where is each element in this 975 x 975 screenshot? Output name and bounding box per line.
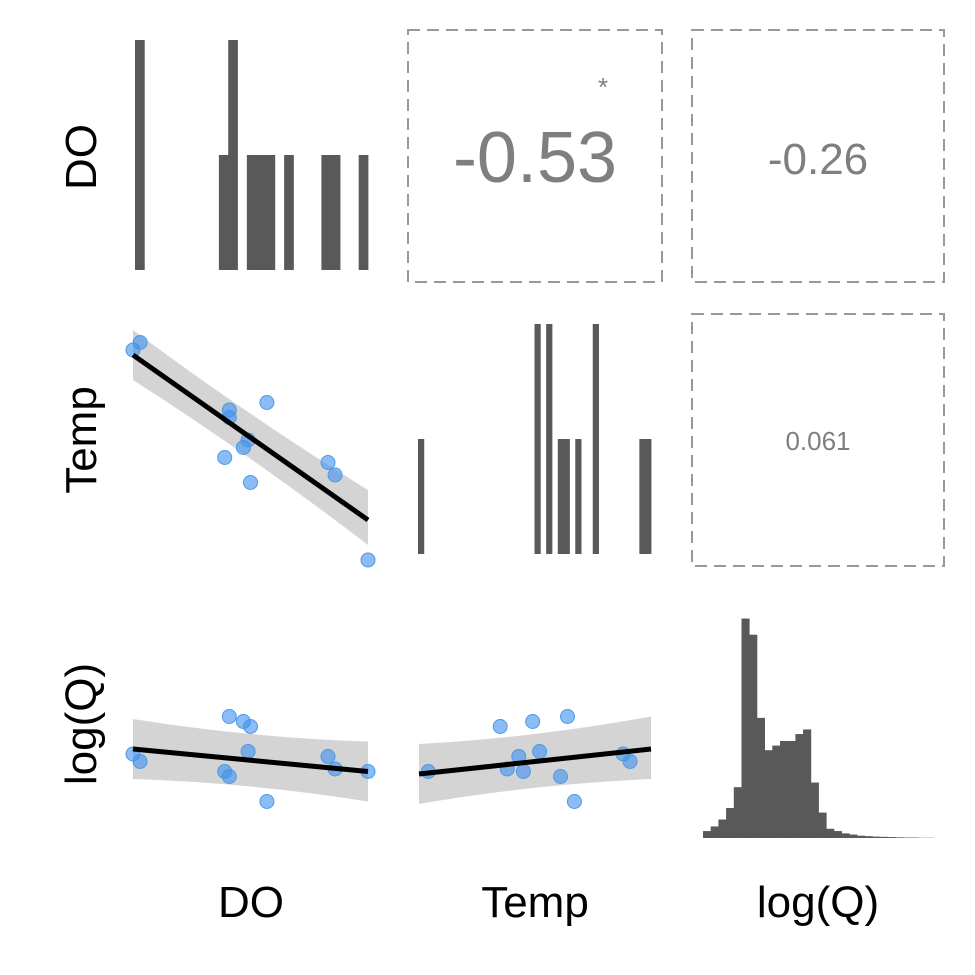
histogram-do-bar-16 bbox=[284, 155, 294, 270]
histogram-do-bar-10 bbox=[228, 40, 238, 270]
scatter-logq-vs-do-point-6 bbox=[243, 719, 258, 734]
row-label-temp: Temp bbox=[57, 386, 106, 494]
col-label-logq: log(Q) bbox=[757, 878, 879, 927]
histogram-logq-bar-14 bbox=[810, 782, 819, 838]
histogram-temp-bar-20 bbox=[534, 324, 541, 554]
histogram-logq-bar-9 bbox=[772, 745, 781, 838]
scatter-logq-vs-temp-point-6 bbox=[492, 719, 508, 734]
histogram-logq-bar-2 bbox=[718, 819, 727, 838]
histogram-logq-bar-11 bbox=[787, 740, 796, 838]
scatter-logq-vs-do-point-4 bbox=[217, 764, 233, 779]
histogram-logq-bar-3 bbox=[726, 807, 735, 838]
scatter-logq-vs-do-point-2 bbox=[221, 709, 237, 724]
histogram-logq-bar-20 bbox=[857, 835, 866, 838]
row-label-logq: log(Q) bbox=[57, 663, 106, 785]
scatter-logq-vs-do-point-8 bbox=[240, 744, 256, 759]
histogram-logq-bar-18 bbox=[841, 833, 850, 838]
histogram-logq-bar-10 bbox=[780, 740, 789, 838]
scatter-logq-vs-do-fit-line bbox=[132, 746, 369, 774]
scatter-logq-vs-temp-point-2 bbox=[560, 709, 575, 724]
scatter-temp-vs-do-point-4 bbox=[217, 450, 233, 465]
histogram-logq-bar-17 bbox=[833, 831, 842, 838]
corr-cell-border-temp-logq bbox=[691, 313, 945, 567]
scatter-logq-vs-do-point-7 bbox=[259, 794, 275, 809]
corr-cell-border-do-logq bbox=[691, 29, 945, 283]
scatter-temp-vs-do-point-11 bbox=[360, 552, 376, 568]
histogram-temp-bar-22 bbox=[546, 324, 553, 554]
histogram-logq-bar-13 bbox=[803, 729, 812, 838]
corr-value-do-temp: -0.53 bbox=[453, 118, 617, 198]
histogram-logq-bar-24 bbox=[887, 837, 896, 838]
corr-cell-border-do-temp bbox=[407, 29, 663, 283]
scatter-logq-vs-temp-point-3 bbox=[553, 769, 568, 784]
scatter-temp-vs-do-point-7 bbox=[259, 395, 275, 410]
corr-value-do-logq: -0.26 bbox=[768, 135, 868, 184]
col-label-temp: Temp bbox=[481, 878, 589, 927]
scatter-logq-vs-temp-fit-line bbox=[418, 746, 652, 777]
histogram-temp-bar-24 bbox=[557, 439, 565, 554]
histogram-do-bar-24 bbox=[358, 155, 369, 270]
histogram-logq-bar-6 bbox=[749, 634, 758, 838]
scatter-logq-vs-temp-point-5 bbox=[525, 714, 541, 729]
col-label-do: DO bbox=[218, 878, 284, 927]
scatter-logq-vs-temp-point-8 bbox=[532, 744, 548, 759]
histogram-do-bar-21 bbox=[330, 155, 341, 270]
histogram-do-bar-9 bbox=[218, 155, 229, 270]
scatter-temp-vs-do-fit-line bbox=[131, 352, 370, 523]
scatter-temp-vs-do bbox=[125, 330, 376, 568]
scatter-logq-vs-temp-point-4 bbox=[515, 764, 531, 779]
histogram-logq-bar-5 bbox=[741, 618, 750, 838]
corr-value-temp-logq: 0.061 bbox=[785, 426, 850, 456]
histogram-temp-bar-25 bbox=[563, 439, 570, 554]
histogram-logq-bar-8 bbox=[764, 750, 773, 838]
scatter-logq-vs-do-point-1 bbox=[132, 754, 148, 769]
scatter-temp-vs-do-point-6 bbox=[243, 475, 258, 490]
histogram-temp-bar-39 bbox=[645, 439, 652, 554]
histogram-logq-bar-25 bbox=[895, 837, 904, 838]
histogram-do-bar-20 bbox=[321, 155, 332, 270]
histogram-logq-bar-0 bbox=[703, 831, 712, 838]
corr-significance-do-temp: * bbox=[598, 72, 608, 102]
histogram-logq-bar-22 bbox=[872, 836, 881, 838]
histogram-logq-bar-23 bbox=[880, 836, 889, 839]
histogram-do-bar-0 bbox=[135, 40, 145, 270]
histogram-logq bbox=[703, 618, 935, 839]
histogram-temp bbox=[418, 324, 652, 554]
scatter-temp-vs-do-point-1 bbox=[132, 335, 148, 350]
histogram-temp-bar-0 bbox=[418, 439, 425, 554]
histogram-do bbox=[135, 40, 369, 270]
row-label-do: DO bbox=[57, 124, 106, 190]
histogram-logq-bar-7 bbox=[756, 717, 765, 838]
scatter-logq-vs-temp-point-1 bbox=[622, 754, 638, 769]
histogram-logq-bar-1 bbox=[710, 826, 719, 838]
scatter-temp-vs-do-point-9 bbox=[320, 455, 336, 470]
scatter-logq-vs-do bbox=[125, 709, 376, 809]
histogram-logq-bar-16 bbox=[826, 828, 835, 838]
histogram-do-bar-13 bbox=[256, 155, 266, 270]
scatter-logq-vs-temp bbox=[418, 709, 652, 809]
histogram-do-bar-12 bbox=[246, 155, 257, 270]
histogram-logq-bar-15 bbox=[818, 812, 827, 838]
histogram-do-bar-14 bbox=[265, 155, 276, 270]
scatter-temp-vs-do-point-10 bbox=[327, 467, 343, 483]
histogram-logq-bar-21 bbox=[864, 836, 873, 838]
scatter-logq-vs-do-point-9 bbox=[320, 749, 336, 764]
scatter-logq-vs-temp-point-7 bbox=[566, 794, 582, 809]
histogram-temp-bar-38 bbox=[639, 439, 646, 554]
histogram-logq-bar-19 bbox=[849, 834, 858, 838]
histogram-logq-bar-12 bbox=[795, 734, 804, 838]
histogram-temp-bar-27 bbox=[575, 439, 582, 554]
histogram-logq-bar-4 bbox=[733, 787, 742, 838]
histogram-temp-bar-30 bbox=[592, 324, 599, 554]
